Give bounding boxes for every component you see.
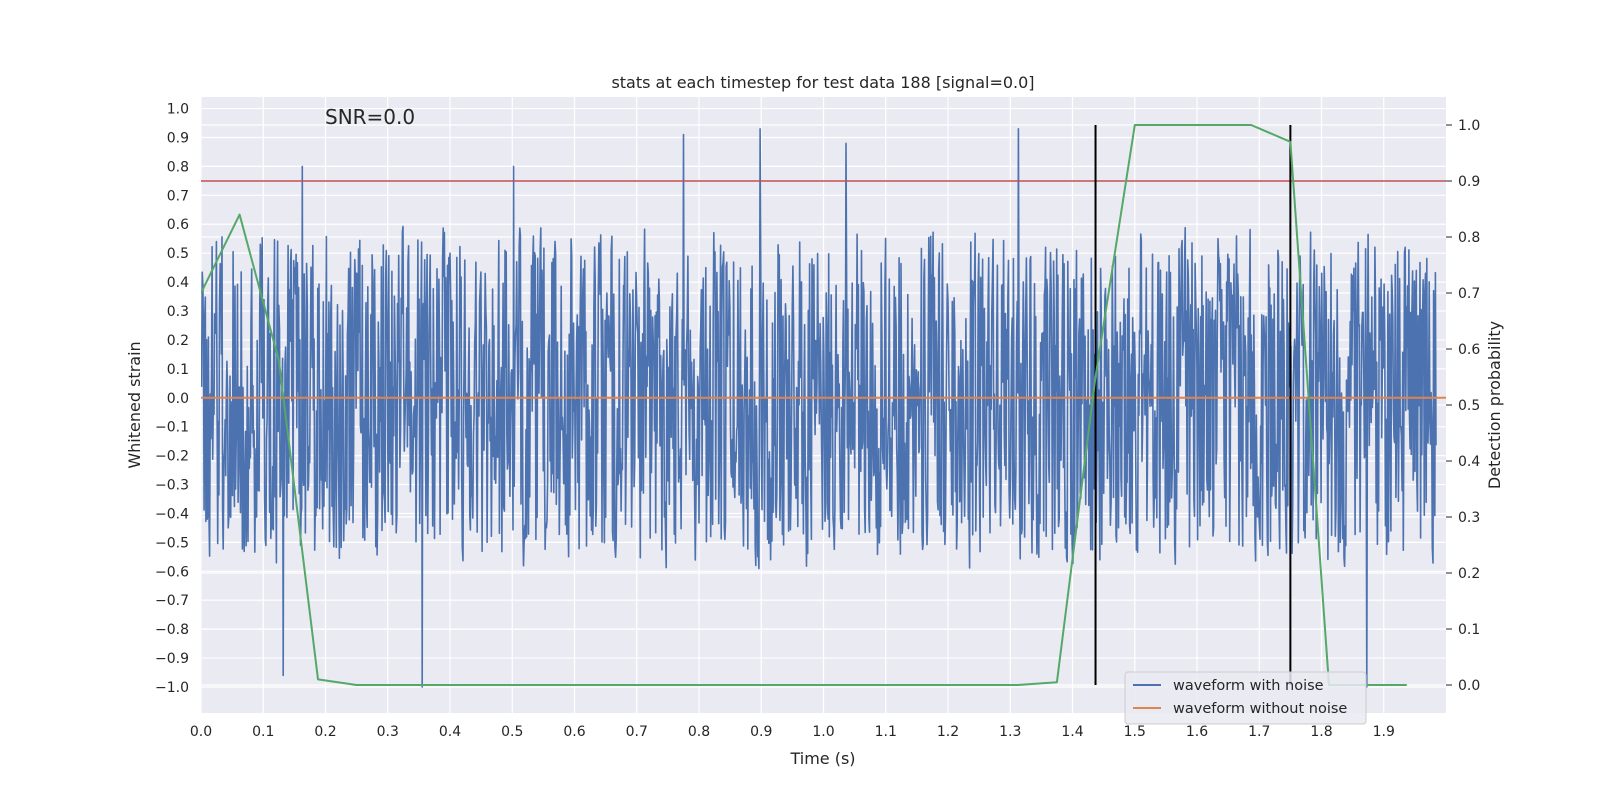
y2-tick-label: 1.0	[1458, 118, 1480, 134]
x-tick-label: 0.9	[750, 724, 772, 740]
y-tick-label: −0.9	[155, 651, 189, 667]
y-tick-label: −0.4	[155, 506, 189, 522]
y-tick-label: −0.5	[155, 535, 189, 551]
plot-content	[201, 124, 1446, 688]
y2-tick-label: 0.6	[1458, 342, 1480, 358]
y-tick-label: 0.7	[167, 188, 189, 204]
y-tick-label: −1.0	[155, 680, 189, 696]
x-tick-label: 0.8	[688, 724, 710, 740]
y-tick-label: 1.0	[167, 102, 189, 118]
x-tick-label: 1.4	[1061, 724, 1083, 740]
y-tick-label: 0.2	[167, 333, 189, 349]
y2-tick-label: 0.9	[1458, 174, 1480, 190]
y-tick-label: −0.1	[155, 420, 189, 436]
x-tick-label: 0.3	[377, 724, 399, 740]
y2-tick-labels: 1.0 0.9 0.8 0.7 0.6 0.5 0.4 0.3 0.2 0.1 0.0	[1446, 118, 1480, 694]
x-axis-label: Time (s)	[789, 749, 855, 768]
series-layer	[201, 124, 1446, 688]
x-tick-label: 1.3	[999, 724, 1021, 740]
y-axis-label: Whitened strain	[125, 341, 144, 468]
x-tick-label: 0.7	[626, 724, 648, 740]
x-tick-label: 1.2	[937, 724, 959, 740]
x-tick-label: 0.5	[501, 724, 523, 740]
legend: waveform with noise waveform without noi…	[1124, 671, 1367, 725]
x-tick-label: 0.0	[190, 724, 212, 740]
y-tick-label: 0.5	[167, 246, 189, 262]
x-tick-label: 0.6	[563, 724, 585, 740]
y-tick-label: 0.1	[167, 362, 189, 378]
y2-tick-label: 0.2	[1458, 566, 1480, 582]
x-tick-labels: 0.0 0.1 0.2 0.3 0.4 0.5 0.6 0.7 0.8 0.9 1.0 1.1 1.2 1…	[190, 724, 1395, 740]
x-tick-label: 0.1	[252, 724, 274, 740]
y-tick-labels: 1.0 0.9 0.8 0.7 0.6 0.5 0.4 0.3 0.2 0.1 0.0 −0.1 −0.…	[155, 102, 189, 696]
chart-title: stats at each timestep for test data 188…	[611, 73, 1034, 92]
y-tick-label: 0.4	[167, 275, 189, 291]
y-tick-label: 0.6	[167, 217, 189, 233]
x-tick-label: 1.5	[1124, 724, 1146, 740]
x-tick-label: 0.4	[439, 724, 461, 740]
y-tick-label: −0.6	[155, 564, 189, 580]
y-tick-label: 0.9	[167, 130, 189, 146]
y-tick-label: −0.3	[155, 478, 189, 494]
y2-tick-label: 0.7	[1458, 286, 1480, 302]
y2-axis-label: Detection probability	[1485, 321, 1504, 489]
y-tick-label: −0.2	[155, 449, 189, 465]
x-tick-label: 1.1	[875, 724, 897, 740]
y-tick-label: −0.8	[155, 622, 189, 638]
y-tick-label: −0.7	[155, 593, 189, 609]
legend-label-noisy: waveform with noise	[1173, 678, 1324, 694]
x-tick-label: 1.6	[1186, 724, 1208, 740]
y2-tick-label: 0.4	[1458, 454, 1480, 470]
x-tick-label: 1.8	[1310, 724, 1332, 740]
y-tick-label: 0.8	[167, 159, 189, 175]
y2-tick-label: 0.5	[1458, 398, 1480, 414]
series-waveform-with-noise	[201, 128, 1437, 688]
y2-tick-label: 0.8	[1458, 230, 1480, 246]
x-tick-label: 0.2	[314, 724, 336, 740]
y-tick-label: 0.0	[167, 391, 189, 407]
y2-tick-label: 0.0	[1458, 678, 1480, 694]
x-tick-label: 1.9	[1373, 724, 1395, 740]
y2-tick-label: 0.1	[1458, 622, 1480, 638]
y2-tick-label: 0.3	[1458, 510, 1480, 526]
series-detection-probability	[201, 124, 1407, 686]
x-tick-label: 1.7	[1248, 724, 1270, 740]
snr-annotation: SNR=0.0	[325, 105, 415, 129]
legend-box	[1124, 671, 1367, 725]
y-tick-label: 0.3	[167, 304, 189, 320]
x-tick-label: 1.0	[812, 724, 834, 740]
legend-label-clean: waveform without noise	[1173, 701, 1347, 717]
